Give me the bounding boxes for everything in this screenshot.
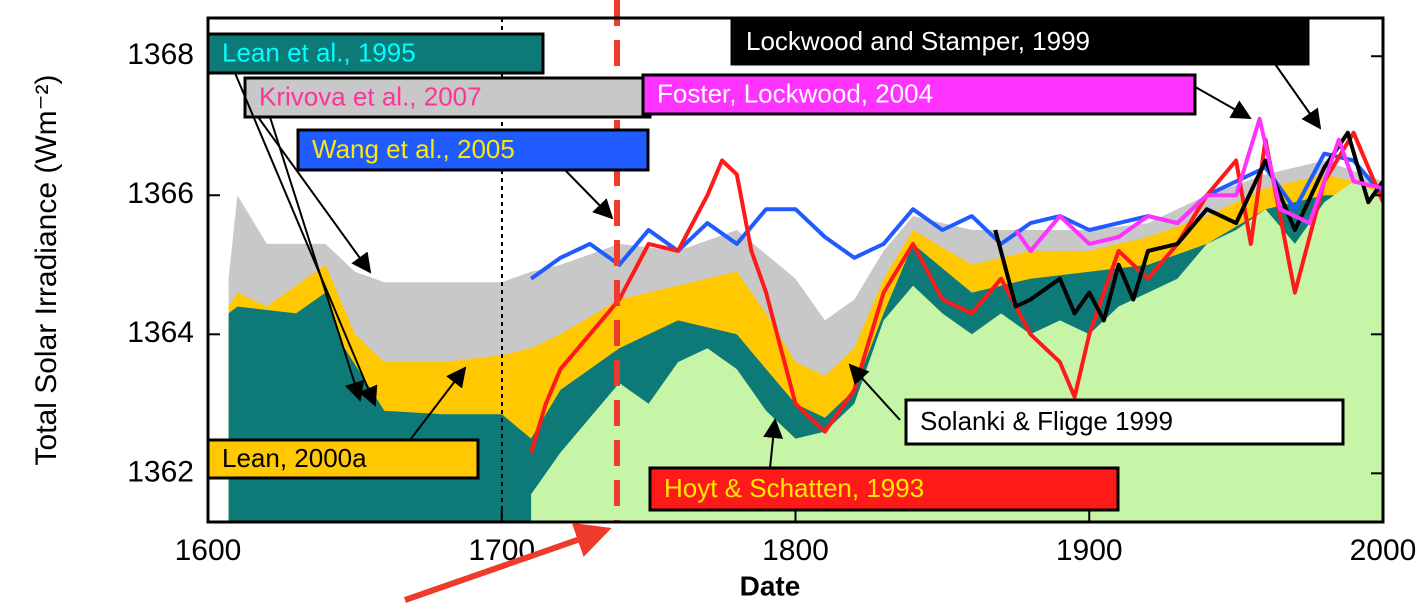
legend-label: Lockwood and Stamper, 1999 bbox=[746, 26, 1090, 56]
line bbox=[529, 130, 1383, 454]
legend-label: Krivova et al., 2007 bbox=[259, 81, 482, 111]
label-box bbox=[296, 128, 650, 172]
legend-label: Solanki & Fligge 1999 bbox=[920, 406, 1173, 436]
annotation-arrow bbox=[848, 363, 901, 421]
annotation-arrow bbox=[409, 366, 467, 441]
legend-label: Foster, Lockwood, 2004 bbox=[657, 78, 933, 108]
label-box bbox=[641, 73, 1197, 116]
y-tick-label: 1366 bbox=[127, 177, 194, 210]
x-tick-label: 1900 bbox=[1056, 534, 1123, 567]
y-tick-label: 1362 bbox=[127, 455, 194, 488]
legend-label: Lean et al., 1995 bbox=[222, 37, 416, 67]
y-axis-label: Total Solar Irradiance (Wm⁻²) bbox=[30, 75, 63, 466]
label-box bbox=[206, 32, 545, 75]
line bbox=[993, 130, 1383, 323]
legend-label: Hoyt & Schatten, 1993 bbox=[664, 473, 924, 503]
line bbox=[1014, 116, 1383, 253]
annotation-arrow bbox=[564, 169, 614, 220]
x-tick-label: 1800 bbox=[762, 534, 829, 567]
label-box bbox=[730, 18, 1310, 66]
annotation-arrow bbox=[1274, 63, 1322, 130]
pointer-arrow bbox=[404, 522, 612, 603]
annotation-arrow bbox=[763, 418, 784, 469]
y-tick-label: 1364 bbox=[127, 316, 194, 349]
label-box bbox=[904, 398, 1345, 446]
annotation-arrow bbox=[269, 116, 365, 402]
annotation-arrow bbox=[234, 72, 378, 407]
x-axis-label: Date bbox=[740, 570, 801, 601]
annotation-arrow bbox=[257, 116, 372, 274]
annotation-arrow bbox=[1189, 83, 1252, 119]
y-tick-label: 1368 bbox=[127, 38, 194, 71]
label-box bbox=[243, 76, 652, 119]
legend-label: Lean, 2000a bbox=[222, 443, 367, 473]
x-tick-label: 1600 bbox=[175, 534, 242, 567]
label-box bbox=[648, 466, 1120, 512]
x-tick-label: 2000 bbox=[1350, 534, 1417, 567]
x-tick-label: 1700 bbox=[468, 534, 535, 567]
legend-label: Wang et al., 2005 bbox=[312, 134, 515, 164]
label-box bbox=[206, 438, 480, 480]
